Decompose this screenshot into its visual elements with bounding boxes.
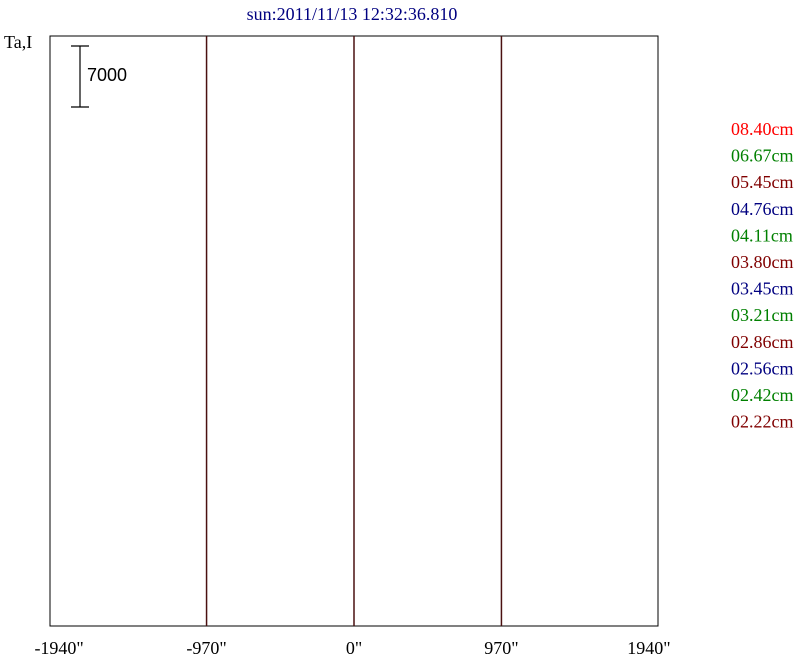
legend-entry: 04.11cm: [731, 225, 793, 245]
legend-entry: 02.86cm: [731, 332, 794, 352]
legend-entry: 03.80cm: [731, 252, 794, 272]
y-axis-label: Ta,I: [4, 32, 32, 52]
legend-entry: 02.42cm: [731, 385, 794, 405]
x-tick-label: 1940": [627, 638, 670, 658]
vertical-lines: [205, 36, 503, 626]
legend-entry: 03.45cm: [731, 279, 794, 299]
chart-title: sun:2011/11/13 12:32:36.810: [247, 4, 458, 24]
x-tick-label: 970": [484, 638, 518, 658]
legend-entry: 02.22cm: [731, 412, 794, 432]
x-tick-labels: -1940" -970" 0" 970" 1940": [34, 638, 670, 658]
legend-entry: 02.56cm: [731, 358, 794, 378]
legend-entry: 03.21cm: [731, 305, 794, 325]
x-tick-label: -970": [186, 638, 226, 658]
scale-bar-label: 7000: [87, 65, 127, 85]
legend-entry: 08.40cm: [731, 119, 794, 139]
scale-bar: [71, 45, 89, 108]
legend-entry: 04.76cm: [731, 199, 794, 219]
legend-entry: 05.45cm: [731, 172, 794, 192]
x-tick-label: -1940": [34, 638, 83, 658]
legend-entry: 06.67cm: [731, 146, 794, 166]
x-tick-label: 0": [346, 638, 362, 658]
legend: 08.40cm 06.67cm 05.45cm 04.76cm 04.11cm 03.80…: [731, 119, 794, 432]
